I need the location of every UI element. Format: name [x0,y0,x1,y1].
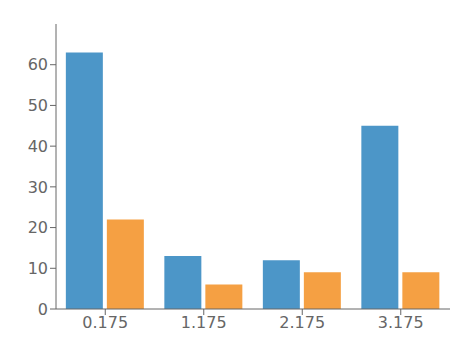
svg-text:60: 60 [28,55,48,74]
svg-text:0.175: 0.175 [82,313,128,332]
svg-text:50: 50 [28,96,48,115]
svg-text:40: 40 [28,137,48,156]
svg-text:0: 0 [38,300,48,319]
svg-text:1.175: 1.175 [181,313,227,332]
svg-text:2.175: 2.175 [279,313,325,332]
svg-text:20: 20 [28,218,48,237]
svg-text:30: 30 [28,178,48,197]
svg-text:3.175: 3.175 [378,313,424,332]
svg-text:10: 10 [28,259,48,278]
